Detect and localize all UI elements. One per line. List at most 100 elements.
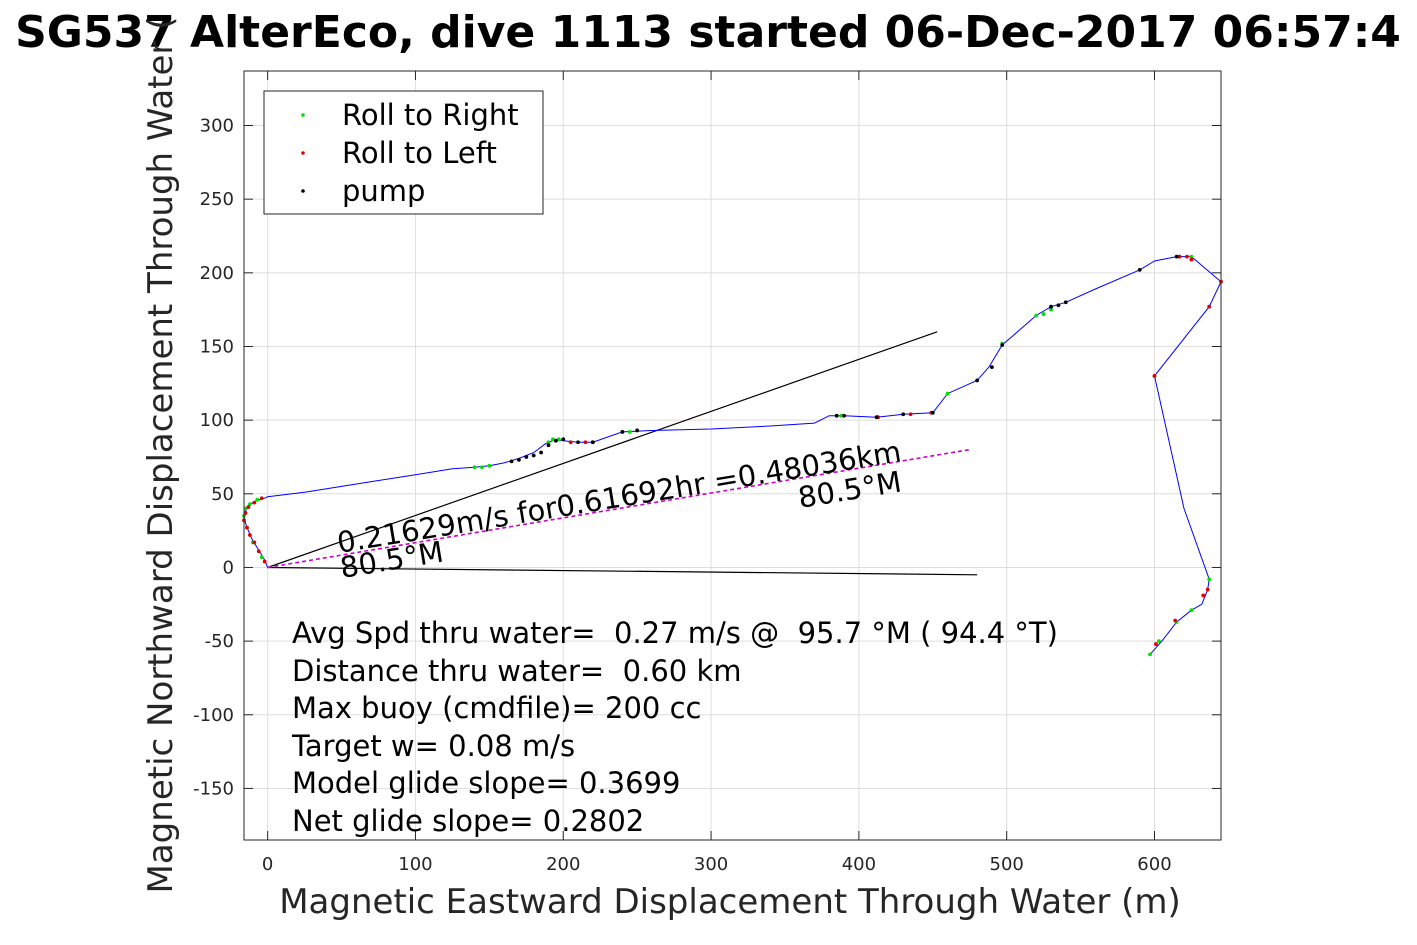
roll-right-point bbox=[556, 437, 561, 442]
pump-point bbox=[834, 413, 839, 418]
y-tick-label: 100 bbox=[200, 410, 234, 431]
pump-point bbox=[553, 438, 558, 443]
roll-left-point bbox=[262, 559, 267, 564]
roll-right-point bbox=[1189, 608, 1194, 613]
roll-right-point bbox=[546, 440, 551, 445]
roll-left-point bbox=[1189, 257, 1194, 262]
pump-point bbox=[901, 412, 906, 417]
roll-left-point bbox=[245, 525, 249, 530]
roll-left-point bbox=[1207, 304, 1212, 309]
pump-point bbox=[990, 365, 994, 370]
roll-left-point bbox=[243, 511, 248, 515]
x-tick-label: 300 bbox=[694, 854, 728, 875]
y-tick-label: 300 bbox=[200, 116, 234, 137]
pump-point bbox=[539, 450, 543, 455]
y-ticks: -150 -100 -50 0 50 100 150 200 250 300 bbox=[193, 116, 1221, 799]
legend-label-roll-left: Roll to Left bbox=[342, 136, 497, 170]
pump-point bbox=[975, 378, 980, 383]
legend-marker-roll-right bbox=[301, 113, 305, 117]
x-tick-label: 500 bbox=[990, 854, 1024, 875]
legend-box bbox=[263, 90, 544, 215]
pump-point bbox=[620, 430, 625, 434]
roll-left-point bbox=[1177, 254, 1182, 259]
pump-point bbox=[874, 415, 879, 420]
bound-lines bbox=[267, 331, 978, 576]
stat-net-glide: Net glide slope= 0.2802 bbox=[292, 804, 644, 838]
pump-point bbox=[1137, 267, 1142, 272]
y-tick-label: 250 bbox=[200, 189, 234, 210]
pump-point bbox=[930, 410, 935, 415]
roll-right-point bbox=[243, 506, 248, 511]
x-tick-label: 0 bbox=[262, 854, 273, 875]
roll-right-point bbox=[627, 430, 632, 434]
stat-max-buoy: Max buoy (cmdfile)= 200 cc bbox=[292, 691, 701, 725]
roll-right-point bbox=[839, 413, 844, 418]
x-tick-label: 200 bbox=[546, 854, 580, 875]
roll-right-point bbox=[487, 463, 492, 468]
plot-frame bbox=[243, 70, 1222, 841]
pump-point bbox=[517, 458, 521, 462]
roll-left-point bbox=[583, 440, 588, 445]
x-ticks: 0 100 200 300 400 500 600 bbox=[262, 71, 1172, 875]
roll-left-point bbox=[1173, 618, 1178, 623]
pump-point bbox=[524, 455, 529, 459]
pump-point bbox=[1049, 304, 1053, 309]
y-tick-label: -100 bbox=[193, 705, 234, 726]
stat-distance: Distance thru water= 0.60 km bbox=[292, 654, 742, 688]
roll-left-point bbox=[1152, 374, 1157, 378]
stat-avg-speed: Avg Spd thru water= 0.27 m/s @ 95.7 °M (… bbox=[292, 616, 1058, 650]
chart-title: SG537 AlterEco, dive 1113 started 06-Dec… bbox=[15, 7, 1401, 58]
pump-points bbox=[509, 254, 1179, 464]
roll-left-point bbox=[252, 500, 257, 505]
roll-left-point bbox=[1201, 593, 1206, 598]
y-tick-label: -50 bbox=[205, 631, 234, 652]
legend-label-roll-right: Roll to Right bbox=[342, 98, 519, 132]
pump-point bbox=[1174, 254, 1179, 259]
roll-left-point bbox=[908, 412, 913, 417]
y-axis-label: Magnetic Northward Displacement Through … bbox=[141, 17, 181, 894]
x-axis-label: Magnetic Eastward Displacement Through W… bbox=[279, 882, 1181, 922]
roll-right-point bbox=[255, 497, 260, 502]
roll-right-point bbox=[1148, 652, 1152, 657]
pump-point bbox=[531, 453, 536, 458]
legend-marker-roll-left bbox=[301, 151, 305, 155]
roll-left-point bbox=[1205, 587, 1210, 592]
roll-right-point bbox=[248, 502, 252, 507]
legend: Roll to Right Roll to Left pump bbox=[263, 90, 544, 215]
pump-point bbox=[576, 440, 580, 445]
roll-right-point bbox=[551, 437, 555, 442]
pump-point bbox=[561, 437, 566, 442]
roll-right-point bbox=[1189, 254, 1194, 259]
pump-point bbox=[1056, 303, 1061, 308]
bound-line bbox=[267, 566, 978, 576]
roll-right-point bbox=[1049, 307, 1053, 312]
x-tick-label: 400 bbox=[842, 854, 876, 875]
roll-left-point bbox=[259, 496, 264, 501]
stat-target-w: Target w= 0.08 m/s bbox=[291, 729, 575, 763]
roll-left-point bbox=[246, 505, 251, 509]
stat-model-glide: Model glide slope= 0.3699 bbox=[292, 766, 680, 800]
roll-right-point bbox=[945, 391, 950, 396]
roll-right-point bbox=[1157, 639, 1161, 644]
roll-left-point bbox=[248, 533, 252, 537]
roll-right-point bbox=[472, 465, 477, 470]
y-tick-label: 50 bbox=[211, 484, 234, 505]
pump-point bbox=[635, 428, 640, 433]
stats-block: Avg Spd thru water= 0.27 m/s @ 95.7 °M (… bbox=[291, 616, 1058, 838]
roll-left-point bbox=[568, 440, 573, 445]
x-tick-label: 100 bbox=[398, 854, 432, 875]
roll-right-point bbox=[259, 555, 264, 560]
pump-point bbox=[842, 413, 846, 418]
roll-left-point bbox=[1154, 642, 1158, 646]
roll-right-point bbox=[1034, 313, 1039, 318]
x-tick-label: 600 bbox=[1137, 854, 1171, 875]
y-tick-label: 0 bbox=[223, 557, 234, 578]
roll-right-point bbox=[1041, 312, 1046, 316]
pump-point bbox=[1000, 343, 1005, 347]
pump-point bbox=[546, 443, 551, 448]
y-tick-label: 150 bbox=[200, 336, 234, 357]
roll-left-point bbox=[1185, 254, 1189, 259]
legend-label-pump: pump bbox=[342, 174, 425, 208]
bound-line bbox=[267, 331, 938, 569]
